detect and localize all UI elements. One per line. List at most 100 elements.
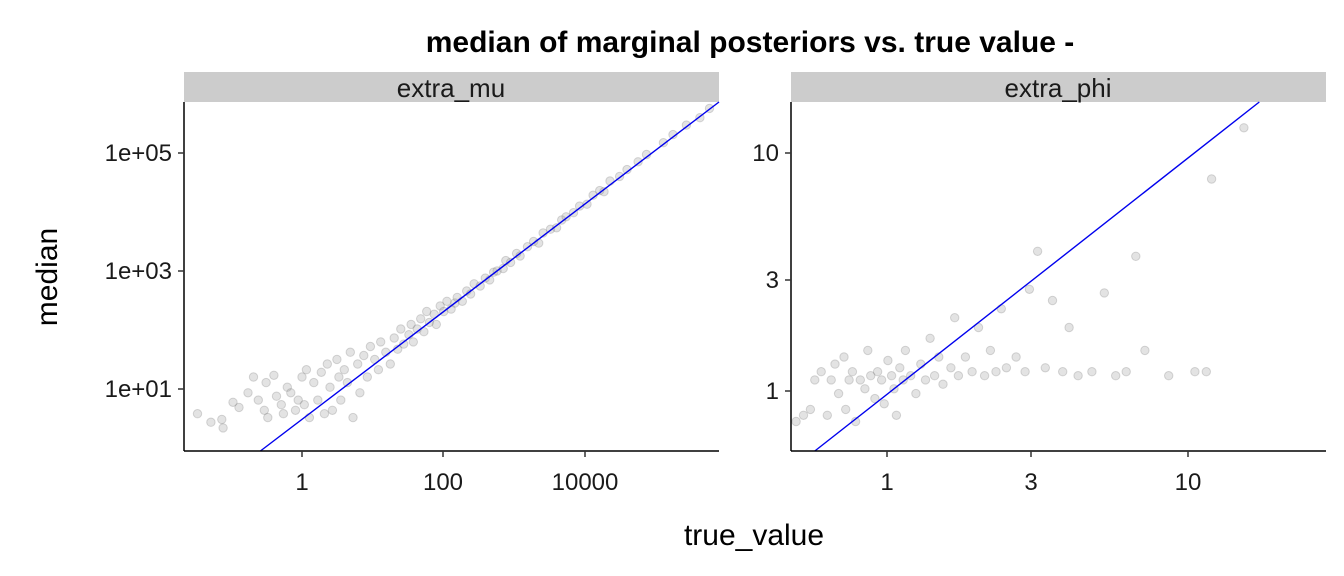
scatter-point xyxy=(332,354,342,365)
scatter-point xyxy=(810,375,820,385)
facet-strip-label: extra_phi xyxy=(1005,73,1112,103)
scatter-point xyxy=(895,363,905,373)
scatter-point xyxy=(269,370,279,380)
scatter-point xyxy=(286,388,296,398)
scatter-point xyxy=(313,395,323,405)
scatter-point xyxy=(979,371,990,381)
scatter-point xyxy=(293,395,303,405)
scatter-point xyxy=(316,367,326,377)
scatter-point xyxy=(1024,284,1035,294)
x-tick-label: 1 xyxy=(880,469,893,496)
scatter-point xyxy=(561,212,571,222)
scatter-point xyxy=(1058,367,1068,377)
scatter-point xyxy=(406,319,416,330)
scatter-point xyxy=(276,400,286,410)
scatter-point xyxy=(271,391,282,401)
y-tick-label: 3 xyxy=(766,267,779,294)
scatter-point xyxy=(389,333,399,343)
scatter-point xyxy=(376,337,386,347)
scatter-point xyxy=(1201,367,1212,377)
scatter-point xyxy=(396,324,406,334)
reference-line xyxy=(259,101,720,452)
scatter-point xyxy=(309,377,319,388)
scatter-point xyxy=(498,263,508,274)
y-tick-label: 1e+03 xyxy=(105,258,172,285)
scatter-point xyxy=(304,412,315,423)
scatter-point xyxy=(206,417,216,427)
scatter-point xyxy=(322,359,332,369)
scatter-point xyxy=(879,399,889,409)
facet-strip-background xyxy=(791,72,1326,102)
scatter-point xyxy=(217,414,227,425)
scatter-point xyxy=(528,236,539,247)
scatter-point xyxy=(822,410,832,420)
scatter-point xyxy=(290,405,301,415)
scatter-point xyxy=(355,388,365,398)
scatter-point xyxy=(334,372,344,382)
scatter-point xyxy=(791,416,801,427)
scatter-point xyxy=(1064,322,1074,333)
x-tick-label: 100 xyxy=(423,469,463,496)
scatter-point xyxy=(805,404,816,415)
scatter-point xyxy=(960,352,971,362)
scatter-point xyxy=(891,410,902,420)
scatter-point xyxy=(342,377,353,388)
scatter-point xyxy=(830,359,840,369)
scatter-point xyxy=(422,306,432,317)
x-tick-label: 3 xyxy=(1024,469,1037,496)
scatter-point xyxy=(833,388,844,399)
scatter-point xyxy=(299,400,309,410)
scatter-point xyxy=(385,359,395,369)
scatter-point xyxy=(1099,288,1110,298)
scatter-point xyxy=(826,375,836,385)
scatter-point xyxy=(929,371,940,381)
scatter-point xyxy=(416,314,426,324)
scatter-point xyxy=(475,281,485,291)
scatter-point xyxy=(953,371,964,381)
scatter-point xyxy=(863,345,873,356)
scatter-point xyxy=(1121,367,1131,377)
scatter-point xyxy=(991,367,1001,377)
scatter-point xyxy=(860,384,870,394)
scatter-point xyxy=(996,304,1006,314)
scatter-point xyxy=(442,296,452,306)
scatter-point xyxy=(362,372,372,382)
scatter-point xyxy=(1140,345,1150,356)
y-tick-label: 1e+05 xyxy=(105,140,172,167)
scatter-point xyxy=(339,365,349,375)
scatter-point xyxy=(1032,246,1043,257)
scatter-point xyxy=(950,313,960,323)
scatter-point xyxy=(228,397,238,407)
scatter-point xyxy=(574,201,585,211)
scatter-point xyxy=(192,409,203,419)
scatter-point xyxy=(633,157,643,167)
scatter-point xyxy=(1206,174,1217,184)
scatter-point xyxy=(301,365,312,375)
scatter-point xyxy=(435,301,445,311)
scatter-point xyxy=(480,273,490,283)
scatter-point xyxy=(234,402,244,413)
scatter-point xyxy=(319,409,330,419)
scatter-point xyxy=(920,375,931,385)
scatter-point xyxy=(847,367,858,377)
scatter-point xyxy=(1239,123,1249,133)
scatter-point xyxy=(946,363,956,373)
facet-extra-phi: extra_phi 10 3 1 1 3 10 xyxy=(752,72,1326,496)
facet-extra-mu: extra_mu 1e+05 1e+03 1e+01 1 100 10000 xyxy=(105,72,720,496)
scatter-point xyxy=(327,405,338,415)
y-tick-label: 1 xyxy=(766,378,779,405)
scatter-point xyxy=(243,388,253,398)
scatter-point xyxy=(855,375,865,385)
scatter-point xyxy=(263,412,273,423)
scatter-point xyxy=(798,410,809,420)
scatter-point xyxy=(1001,363,1012,373)
scatter-point xyxy=(325,382,335,392)
scatter-point xyxy=(1047,295,1058,306)
x-tick-label: 10 xyxy=(1175,469,1202,496)
scatter-point xyxy=(681,120,692,130)
scatter-point xyxy=(261,377,271,388)
scatter-point xyxy=(359,350,369,361)
scatter-point xyxy=(259,405,269,415)
scatter-point xyxy=(938,379,948,389)
scatter-point xyxy=(1190,367,1200,377)
